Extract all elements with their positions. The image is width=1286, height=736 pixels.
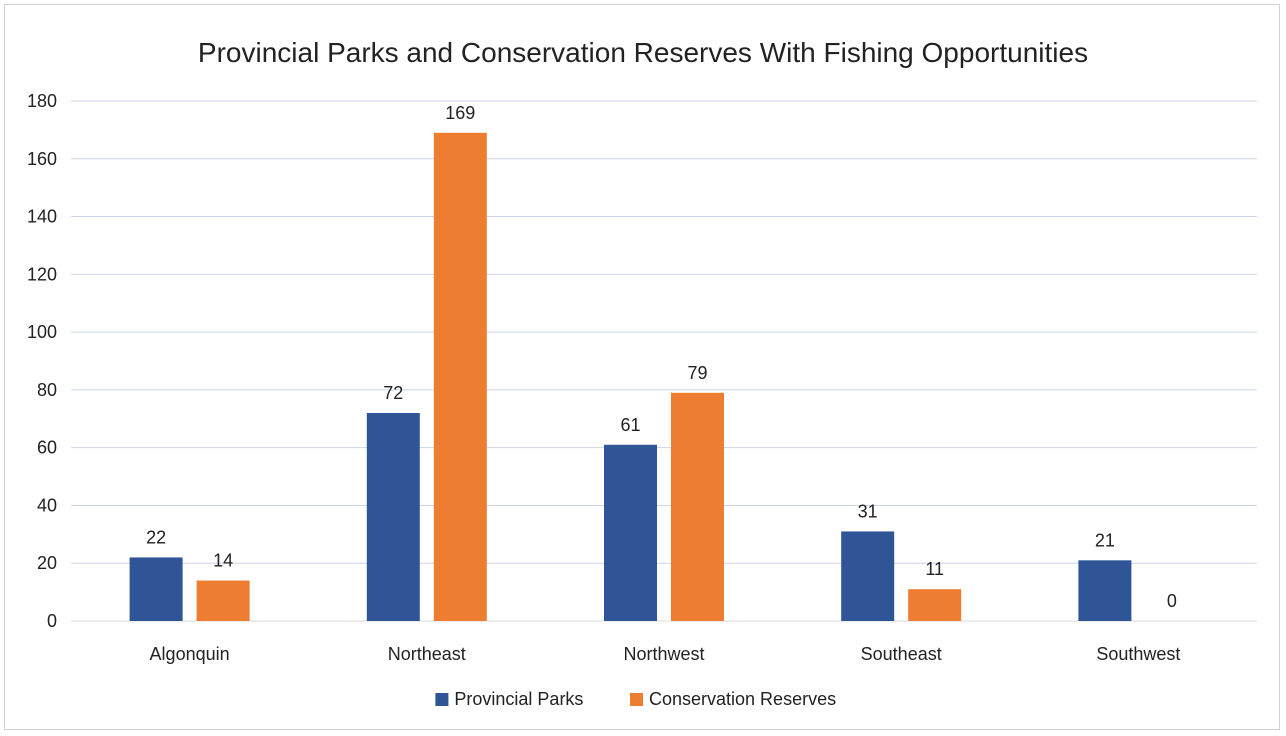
data-labels: 22 14 72 169 61 79 31 11 21 0 [146,103,1177,611]
data-label: 169 [445,103,475,123]
data-label: 11 [925,559,944,579]
category-label: Southeast [861,644,942,664]
bar-provincial-parks-southwest [1078,560,1132,621]
y-axis-ticks: 0 20 40 60 80 100 120 140 160 180 [27,91,57,631]
chart-title: Provincial Parks and Conservation Reserv… [198,37,1088,68]
legend: Provincial Parks Conservation Reserves [435,689,836,709]
data-label: 79 [687,363,707,383]
gridlines [71,100,1257,622]
bar-provincial-parks-northwest [604,444,657,621]
legend-swatch [435,693,449,706]
bar-chart: Provincial Parks and Conservation Reserv… [27,37,1257,709]
y-tick-label: 0 [47,611,57,631]
data-label: 22 [146,527,166,547]
y-tick-label: 160 [27,149,57,169]
bar-provincial-parks-southeast [841,531,895,621]
y-tick-label: 20 [37,553,57,573]
y-tick-label: 40 [37,495,57,515]
legend-label: Provincial Parks [454,689,583,709]
chart-frame: Provincial Parks and Conservation Reserv… [4,4,1280,730]
legend-swatch [630,693,643,706]
bar-conservation-reserves-northeast [433,132,487,621]
data-label: 31 [858,501,878,521]
bar-provincial-parks-algonquin [129,557,183,621]
category-label: Algonquin [150,644,230,664]
data-label: 72 [383,383,403,403]
bar-conservation-reserves-southeast [908,589,962,621]
legend-label: Conservation Reserves [649,689,836,709]
bar-conservation-reserves-northwest [671,392,724,621]
y-tick-label: 60 [37,438,57,458]
data-label: 21 [1095,530,1115,550]
bar-provincial-parks-northeast [366,413,420,621]
bars [129,132,1132,621]
y-tick-label: 100 [27,322,57,342]
category-label: Northwest [623,644,704,664]
y-tick-label: 180 [27,91,57,111]
category-label: Northeast [388,644,466,664]
data-label: 0 [1167,591,1177,611]
y-tick-label: 120 [27,264,57,284]
x-axis-categories: Algonquin Northeast Northwest Southeast Sout… [150,644,1181,664]
y-tick-label: 140 [27,207,57,227]
data-label: 14 [213,551,233,571]
bar-conservation-reserves-algonquin [196,580,250,621]
category-label: Southwest [1096,644,1180,664]
data-label: 61 [620,415,640,435]
y-tick-label: 80 [37,380,57,400]
